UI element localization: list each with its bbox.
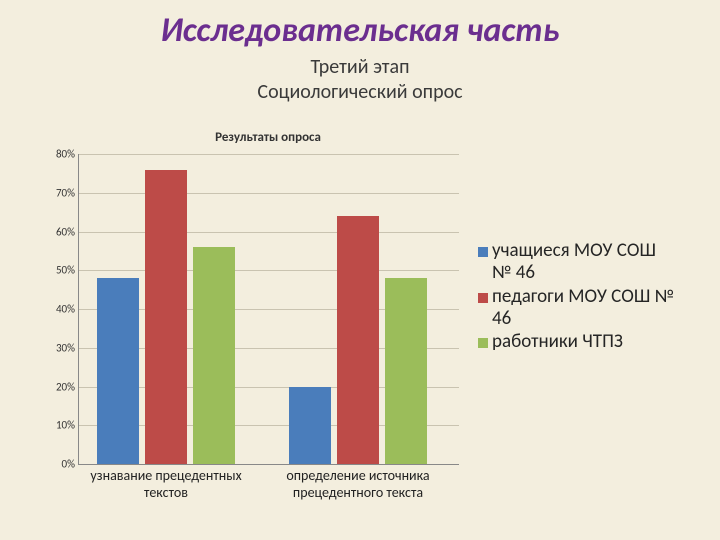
y-tick-label: 50% bbox=[56, 264, 75, 277]
gridline bbox=[79, 154, 459, 155]
bar bbox=[385, 278, 427, 464]
legend-item: учащиеся МОУ СОШ № 46 bbox=[478, 240, 678, 284]
chart-legend: учащиеся МОУ СОШ № 46педагоги МОУ СОШ № … bbox=[478, 240, 678, 355]
slide: Исследовательская часть Третий этап Соци… bbox=[0, 0, 720, 540]
page-title: Исследовательская часть bbox=[0, 0, 720, 51]
gridline bbox=[79, 232, 459, 233]
bar bbox=[97, 278, 139, 464]
y-tick-label: 60% bbox=[56, 225, 75, 238]
bar bbox=[145, 170, 187, 465]
y-tick-label: 0% bbox=[62, 458, 75, 471]
y-tick-label: 70% bbox=[56, 186, 75, 199]
y-tick-label: 80% bbox=[56, 148, 75, 161]
legend-swatch bbox=[478, 293, 488, 303]
subtitle-survey: Социологический опрос bbox=[0, 81, 720, 103]
legend-item: педагоги МОУ СОШ № 46 bbox=[478, 286, 678, 330]
y-tick-label: 30% bbox=[56, 341, 75, 354]
legend-swatch bbox=[478, 338, 488, 348]
chart-title: Результаты опроса bbox=[38, 130, 498, 145]
y-tick-label: 10% bbox=[56, 419, 75, 432]
bar bbox=[337, 216, 379, 464]
legend-label: учащиеся МОУ СОШ № 46 bbox=[492, 240, 678, 284]
bar bbox=[193, 247, 235, 464]
legend-label: работники ЧТПЗ bbox=[492, 331, 623, 353]
y-tick-label: 20% bbox=[56, 380, 75, 393]
legend-label: педагоги МОУ СОШ № 46 bbox=[492, 286, 678, 330]
gridline bbox=[79, 270, 459, 271]
legend-swatch bbox=[478, 247, 488, 257]
chart-plot: 0%10%20%30%40%50%60%70%80%узнавание прец… bbox=[78, 154, 459, 465]
legend-item: работники ЧТПЗ bbox=[478, 331, 678, 353]
chart: Результаты опроса 0%10%20%30%40%50%60%70… bbox=[38, 130, 688, 520]
gridline bbox=[79, 193, 459, 194]
x-category-label: узнавание прецедентных текстов bbox=[85, 464, 247, 502]
subtitle-stage: Третий этап bbox=[0, 55, 720, 79]
x-category-label: определение источника прецедентного текс… bbox=[277, 464, 439, 502]
bar bbox=[289, 387, 331, 465]
y-tick-label: 40% bbox=[56, 303, 75, 316]
